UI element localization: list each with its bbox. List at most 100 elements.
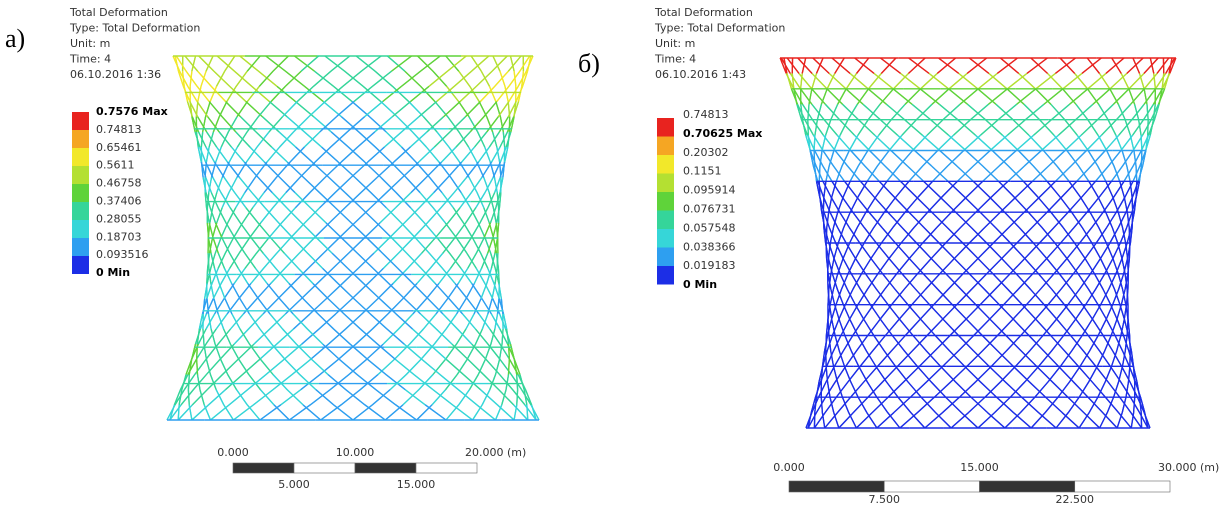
- member: [258, 223, 271, 238]
- member: [497, 405, 514, 420]
- legend-swatch: [657, 174, 674, 193]
- member: [517, 375, 518, 390]
- member: [1092, 243, 1101, 258]
- member: [230, 344, 238, 359]
- member: [417, 405, 432, 420]
- member: [236, 132, 250, 147]
- member: [1117, 336, 1121, 351]
- member: [843, 243, 849, 258]
- member: [888, 305, 900, 320]
- member: [249, 223, 260, 238]
- member: [354, 86, 372, 101]
- member: [1079, 413, 1089, 428]
- member: [364, 284, 380, 299]
- member: [353, 405, 372, 420]
- member: [1058, 366, 1073, 381]
- member: [909, 243, 922, 258]
- member: [404, 344, 422, 359]
- member: [1105, 397, 1118, 412]
- member: [239, 238, 249, 253]
- member: [843, 258, 851, 273]
- member: [452, 344, 468, 359]
- member: [325, 86, 343, 101]
- member: [476, 71, 492, 86]
- member: [498, 268, 499, 283]
- member: [930, 305, 944, 320]
- member: [895, 243, 909, 258]
- member: [394, 147, 411, 162]
- member: [919, 351, 934, 366]
- member: [214, 71, 230, 86]
- member: [1080, 274, 1091, 289]
- scale-label: 0.000: [773, 461, 805, 474]
- member: [336, 299, 352, 314]
- member: [960, 89, 978, 104]
- member: [463, 375, 480, 390]
- member: [313, 71, 330, 86]
- member: [497, 253, 498, 268]
- member: [1127, 58, 1143, 73]
- member: [973, 151, 990, 166]
- member: [320, 359, 338, 374]
- member: [997, 397, 1014, 412]
- member: [1109, 274, 1116, 289]
- member: [940, 197, 956, 212]
- member: [1077, 166, 1091, 181]
- member: [435, 223, 448, 238]
- member: [1130, 336, 1131, 351]
- header-line: Type: Total Deformation: [69, 22, 200, 35]
- member: [457, 299, 466, 314]
- legend-label: 0.1151: [683, 165, 722, 178]
- member: [439, 162, 451, 177]
- member: [233, 405, 253, 420]
- member: [378, 344, 396, 359]
- member: [240, 223, 251, 238]
- member: [940, 258, 955, 273]
- member: [1092, 305, 1101, 320]
- member: [987, 258, 1002, 273]
- member: [261, 359, 274, 374]
- member: [875, 135, 891, 150]
- member: [192, 405, 209, 420]
- member: [406, 359, 421, 374]
- header-line: Total Deformation: [69, 6, 168, 19]
- member: [963, 243, 978, 258]
- member: [963, 258, 978, 273]
- member: [835, 58, 844, 73]
- member: [1016, 274, 1030, 289]
- member: [909, 258, 923, 273]
- scale-segment: [980, 481, 1075, 492]
- member: [947, 228, 962, 243]
- member: [1049, 151, 1065, 166]
- member: [312, 359, 328, 374]
- member: [1041, 135, 1058, 150]
- member: [1105, 135, 1119, 150]
- legend-label: 0.7576 Max: [96, 105, 168, 118]
- member: [1044, 89, 1063, 104]
- member: [881, 228, 892, 243]
- member: [239, 359, 249, 374]
- member: [980, 382, 996, 397]
- member: [197, 102, 208, 117]
- member: [219, 284, 225, 299]
- member: [197, 359, 198, 374]
- member: [351, 223, 367, 238]
- legend-swatch: [72, 184, 89, 202]
- member: [334, 405, 353, 420]
- member: [855, 258, 865, 273]
- member: [428, 299, 443, 314]
- member: [846, 243, 855, 258]
- member: [1044, 305, 1057, 320]
- member: [940, 366, 955, 381]
- member: [1035, 89, 1050, 104]
- member: [402, 147, 416, 162]
- header-line: Total Deformation: [654, 6, 753, 19]
- member: [211, 193, 218, 208]
- member: [1075, 73, 1088, 88]
- member: [1002, 243, 1017, 258]
- member: [289, 284, 303, 299]
- member: [823, 166, 832, 181]
- member: [498, 102, 509, 117]
- member: [1056, 166, 1072, 181]
